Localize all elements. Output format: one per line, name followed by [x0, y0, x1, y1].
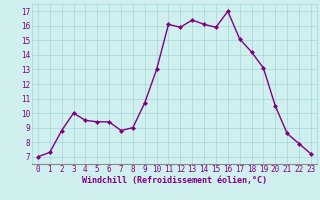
X-axis label: Windchill (Refroidissement éolien,°C): Windchill (Refroidissement éolien,°C): [82, 176, 267, 185]
